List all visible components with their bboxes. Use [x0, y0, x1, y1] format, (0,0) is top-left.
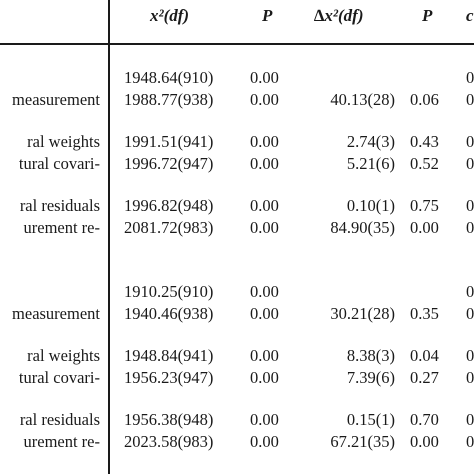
row-label: ral weights	[27, 346, 100, 365]
p-value: 0.00	[250, 132, 279, 151]
partial-value: 0	[466, 346, 474, 365]
row-label: urement re-	[23, 218, 101, 237]
delta-chi-value: 8.38(3)	[346, 346, 395, 365]
partial-value: 0	[466, 218, 474, 237]
delta-chi-value: 5.21(6)	[346, 154, 395, 173]
partial-value: 0	[466, 68, 474, 87]
p-value-2: 0.75	[410, 196, 439, 215]
p-value: 0.00	[250, 90, 279, 109]
chi-df-value: 1948.84(941)	[124, 346, 214, 365]
row-label: measurement	[12, 304, 100, 323]
header-chi-df: x²(df)	[150, 6, 190, 25]
partial-value: 0	[466, 410, 474, 429]
partial-value: 0	[466, 368, 474, 387]
partial-value: 0	[466, 304, 474, 323]
delta-chi-value: 2.74(3)	[346, 132, 395, 151]
delta-chi-value: 7.39(6)	[346, 368, 395, 387]
p-value-2: 0.52	[410, 154, 439, 173]
row-label: tural covari-	[18, 154, 100, 173]
chi-df-value: 1988.77(938)	[124, 90, 214, 109]
chi-df-value: 2023.58(983)	[124, 432, 214, 451]
p-value: 0.00	[250, 304, 279, 323]
chi-df-value: 1948.64(910)	[124, 68, 214, 87]
header-p-2: P	[422, 6, 433, 25]
p-value: 0.00	[250, 346, 279, 365]
p-value-2: 0.43	[410, 132, 439, 151]
chi-df-value: 1940.46(938)	[124, 304, 214, 323]
p-value-2: 0.00	[410, 218, 439, 237]
row-label: measurement	[12, 90, 100, 109]
header-delta-chi-df: ∆x²(df)	[314, 6, 364, 25]
p-value-2: 0.00	[410, 432, 439, 451]
delta-chi-value: 67.21(35)	[330, 432, 395, 451]
partial-value: 0	[466, 132, 474, 151]
p-value: 0.00	[250, 68, 279, 87]
p-value-2: 0.06	[410, 90, 439, 109]
chi-df-value: 1996.82(948)	[124, 196, 214, 215]
chi-df-value: 1956.23(947)	[124, 368, 214, 387]
row-label: ral residuals	[19, 410, 100, 429]
p-value-2: 0.35	[410, 304, 439, 323]
partial-value: 0	[466, 432, 474, 451]
header-p: P	[262, 6, 273, 25]
row-label: ral weights	[27, 132, 100, 151]
partial-value: 0	[466, 282, 474, 301]
chi-df-value: 1991.51(941)	[124, 132, 214, 151]
p-value-2: 0.70	[410, 410, 439, 429]
partial-value: 0	[466, 154, 474, 173]
header-rule	[0, 43, 474, 45]
vertical-rule	[108, 0, 110, 474]
p-value: 0.00	[250, 432, 279, 451]
header-partial: c	[466, 6, 474, 25]
p-value: 0.00	[250, 410, 279, 429]
chi-df-value: 1956.38(948)	[124, 410, 214, 429]
delta-chi-value: 0.10(1)	[346, 196, 395, 215]
p-value: 0.00	[250, 196, 279, 215]
p-value: 0.00	[250, 282, 279, 301]
p-value-2: 0.04	[410, 346, 439, 365]
row-label: urement re-	[23, 432, 101, 451]
p-value: 0.00	[250, 368, 279, 387]
row-label: tural covari-	[18, 368, 100, 387]
p-value: 0.00	[250, 218, 279, 237]
partial-value: 0	[466, 90, 474, 109]
p-value: 0.00	[250, 154, 279, 173]
partial-value: 0	[466, 196, 474, 215]
delta-chi-value: 30.21(28)	[330, 304, 395, 323]
delta-chi-value: 40.13(28)	[330, 90, 395, 109]
delta-chi-value: 0.15(1)	[346, 410, 395, 429]
row-label: ral residuals	[19, 196, 100, 215]
chi-df-value: 2081.72(983)	[124, 218, 214, 237]
chi-df-value: 1910.25(910)	[124, 282, 214, 301]
delta-chi-value: 84.90(35)	[330, 218, 395, 237]
chi-df-value: 1996.72(947)	[124, 154, 214, 173]
p-value-2: 0.27	[410, 368, 439, 387]
